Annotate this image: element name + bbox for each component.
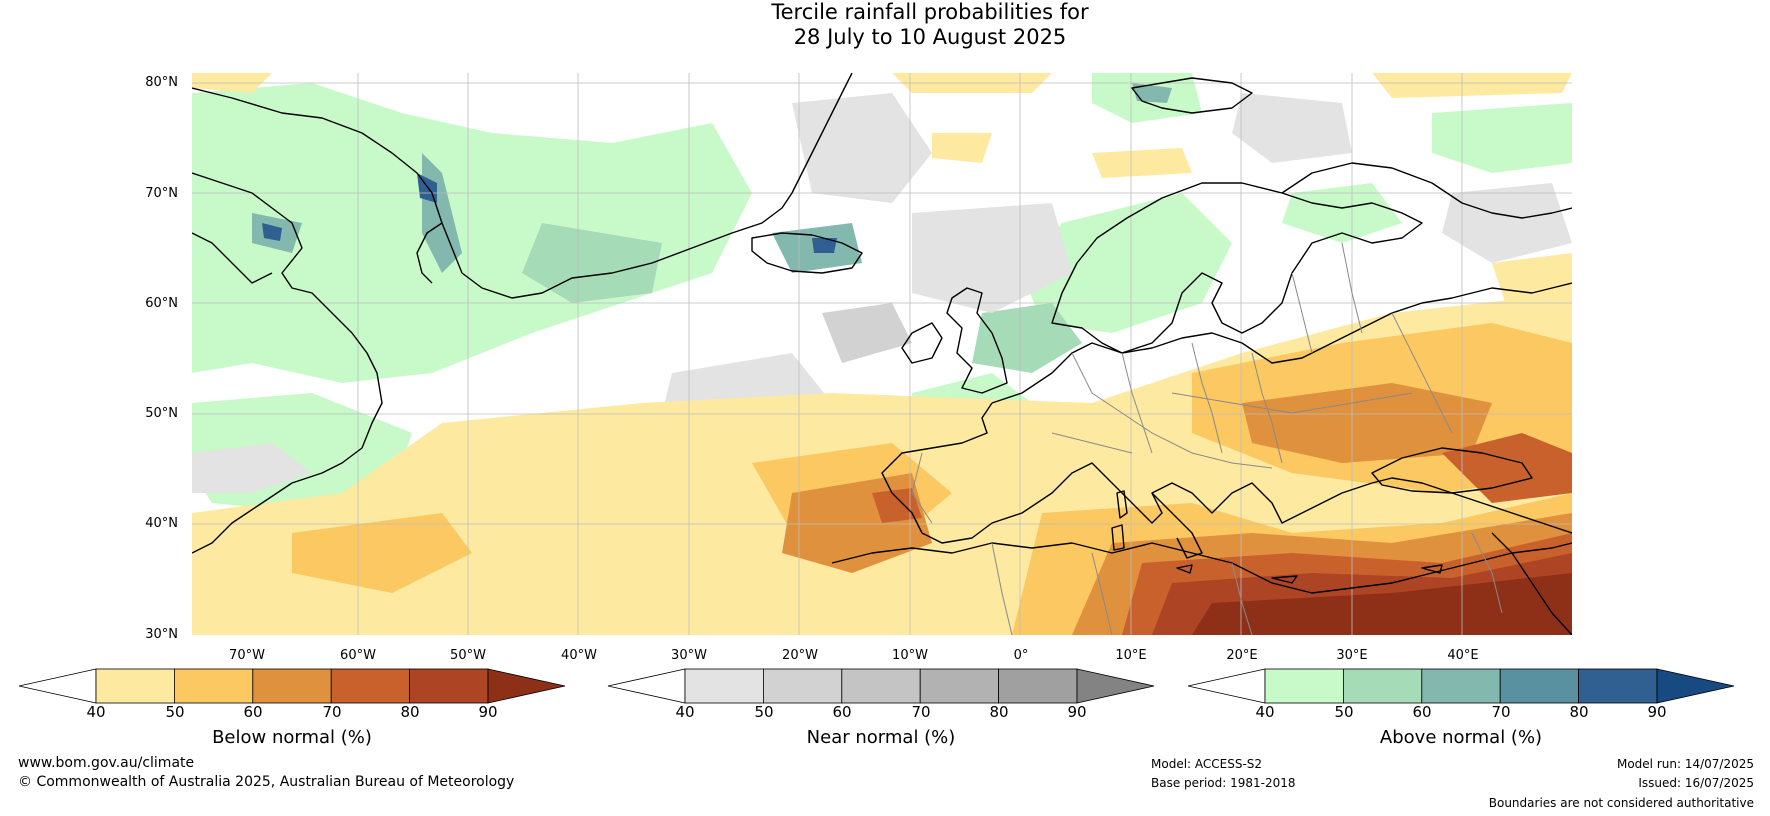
colorbar-extension-high: [1656, 668, 1735, 704]
website-link[interactable]: www.bom.gov.au/climate: [18, 755, 195, 771]
colorbar-segment: [330, 668, 411, 704]
colorbar-segment: [1499, 668, 1580, 704]
near-tick-50: 50: [754, 703, 774, 721]
lon-label-30e: 30°E: [1336, 648, 1368, 663]
lon-label-10w: 10°W: [892, 648, 928, 663]
country-borders: [911, 242, 1503, 635]
colorbar-segment: [95, 668, 175, 704]
lon-label-20e: 20°E: [1226, 648, 1258, 663]
colorbar-extension-low: [18, 668, 97, 704]
colorbar-extension-high: [487, 668, 566, 704]
title-line-2: 28 July to 10 August 2025: [793, 25, 1067, 49]
above-normal-label: Above normal (%): [1379, 727, 1543, 748]
title-line-1: Tercile rainfall probabilities for: [771, 0, 1089, 24]
lon-label-30w: 30°W: [671, 648, 707, 663]
near-normal-label: Near normal (%): [806, 727, 956, 748]
colorbar-segment: [684, 668, 764, 704]
disclaimer-text: Boundaries are not considered authoritat…: [1488, 796, 1754, 810]
near-tick-80: 80: [989, 703, 1009, 721]
colorbar-extension-high: [1076, 668, 1155, 704]
colorbar-segment: [1342, 668, 1423, 704]
colorbar-segment: [762, 668, 843, 704]
below-tick-70: 70: [322, 703, 342, 721]
below-normal-colorbar: [18, 668, 566, 704]
colorbar-extension-low: [1187, 668, 1266, 704]
lat-label-30n: 30°N: [145, 627, 178, 642]
lon-label-0: 0°: [1013, 648, 1029, 663]
model-run-date: Model run: 14/07/2025: [1616, 757, 1754, 771]
colorbar-segment: [841, 668, 921, 704]
base-period: Base period: 1981-2018: [1151, 776, 1296, 790]
colorbar-segment: [1578, 668, 1658, 704]
above-tick-50: 50: [1334, 703, 1354, 721]
above-tick-60: 60: [1412, 703, 1432, 721]
lat-label-50n: 50°N: [145, 406, 178, 421]
near-tick-70: 70: [911, 703, 931, 721]
colorbar-segment: [1421, 668, 1501, 704]
above-normal-colorbar: [1187, 668, 1735, 704]
lat-label-80n: 80°N: [145, 75, 178, 90]
lon-label-40e: 40°E: [1447, 648, 1479, 663]
colorbar-segment: [998, 668, 1078, 704]
above-tick-90: 90: [1647, 703, 1667, 721]
lon-label-10e: 10°E: [1115, 648, 1147, 663]
lat-label-70n: 70°N: [145, 186, 178, 201]
below-tick-90: 90: [478, 703, 498, 721]
map-title: Tercile rainfall probabilities for 28 Ju…: [0, 0, 1770, 50]
colorbar-segment: [173, 668, 254, 704]
above-tick-80: 80: [1569, 703, 1589, 721]
lon-label-40w: 40°W: [561, 648, 597, 663]
below-tick-40: 40: [86, 703, 106, 721]
near-tick-40: 40: [675, 703, 695, 721]
map-gridlines: [192, 73, 1572, 635]
below-normal-shading: [192, 73, 1572, 635]
colorbar-extension-low: [607, 668, 686, 704]
below-normal-label: Below normal (%): [212, 727, 372, 748]
below-tick-50: 50: [165, 703, 185, 721]
lon-label-70w: 70°W: [229, 648, 265, 663]
model-name: Model: ACCESS-S2: [1151, 757, 1263, 771]
below-tick-60: 60: [243, 703, 263, 721]
colorbar-segment: [252, 668, 332, 704]
lon-label-50w: 50°W: [450, 648, 486, 663]
lon-label-60w: 60°W: [340, 648, 376, 663]
near-tick-60: 60: [832, 703, 852, 721]
colorbar-segment: [1264, 668, 1344, 704]
near-tick-90: 90: [1067, 703, 1087, 721]
copyright-text: © Commonwealth of Australia 2025, Austra…: [18, 774, 515, 790]
issued-date: Issued: 16/07/2025: [1638, 776, 1754, 790]
colorbar-segment: [919, 668, 1000, 704]
near-normal-colorbar: [607, 668, 1155, 704]
probability-map: [192, 73, 1572, 635]
lon-label-20w: 20°W: [782, 648, 818, 663]
colorbar-segment: [409, 668, 489, 704]
below-tick-80: 80: [400, 703, 420, 721]
lat-label-40n: 40°N: [145, 516, 178, 531]
lat-label-60n: 60°N: [145, 296, 178, 311]
near-normal-shading: [192, 93, 1572, 593]
above-tick-70: 70: [1491, 703, 1511, 721]
coastlines: [192, 73, 1572, 635]
above-tick-40: 40: [1255, 703, 1275, 721]
